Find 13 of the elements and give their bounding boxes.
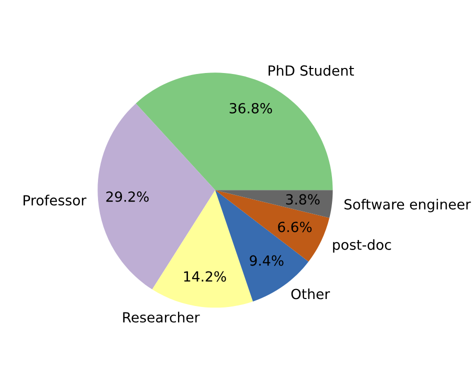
data-label: 14.2% — [184, 271, 226, 282]
slice-label: Software engineer — [344, 198, 471, 212]
data-label: 9.4% — [250, 255, 284, 266]
data-label: 6.6% — [278, 222, 312, 232]
slice-label: Other — [291, 288, 330, 300]
data-label: 36.8% — [230, 102, 272, 114]
slice-label: Professor — [24, 194, 86, 206]
slice-label: PhD Student — [268, 65, 354, 76]
pie-slice — [215, 190, 333, 218]
slice-label: Researcher — [123, 312, 200, 323]
slice-label: post-doc — [333, 239, 391, 253]
data-label: 3.8% — [286, 194, 320, 205]
data-label: 29.2% — [106, 191, 149, 202]
